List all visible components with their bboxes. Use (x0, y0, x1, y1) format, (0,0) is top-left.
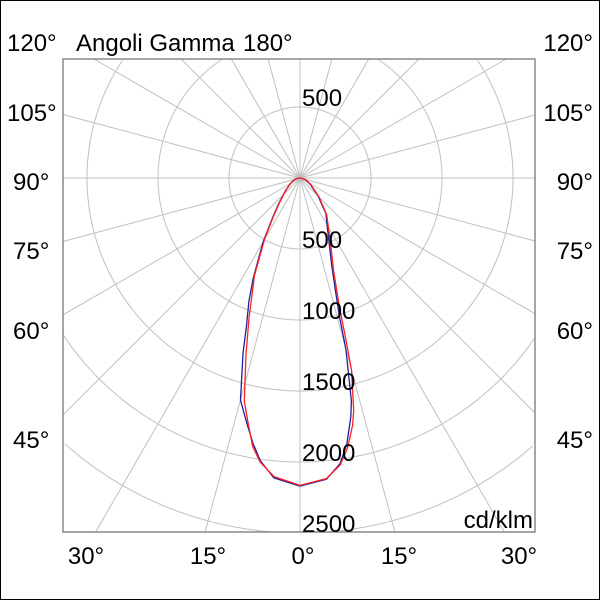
angle-label-right-75: 75° (557, 238, 593, 265)
angle-label-left-120: 120° (7, 30, 57, 57)
radial-label-1000: 1000 (302, 298, 355, 325)
radial-label-1500: 1500 (302, 369, 355, 396)
angle-label-left-105: 105° (7, 100, 57, 127)
grid-spoke-195 (267, 58, 301, 179)
grid-ring-1500 (86, 60, 514, 392)
angle-label-bottom-30-left: 30° (68, 543, 104, 570)
angle-label-left-60: 60° (13, 318, 49, 345)
angle-label-right-90: 90° (557, 169, 593, 196)
angle-label-right-60: 60° (557, 318, 593, 345)
unit-label: cd/klm (464, 507, 533, 534)
grid-spoke-30 (299, 177, 505, 533)
angle-label-right-120: 120° (543, 30, 593, 57)
grid-spoke-60 (299, 177, 536, 315)
grid-spoke-150 (299, 58, 370, 179)
grid-ring-1000 (157, 59, 443, 321)
angle-label-right-45: 45° (557, 427, 593, 454)
grid-spoke-135 (299, 58, 420, 179)
grid-spoke-285 (62, 177, 301, 242)
grid-spoke-330 (95, 177, 301, 533)
grid (62, 58, 536, 533)
radial-label-2000: 2000 (302, 440, 355, 467)
series-curve-2 (243, 177, 355, 487)
angle-label-bottom-15-right: 15° (381, 543, 417, 570)
grid-spoke-255 (62, 114, 301, 179)
grid-spoke-75 (299, 177, 536, 242)
radial-label-2500: 2500 (302, 511, 355, 538)
grid-spoke-105 (299, 114, 536, 179)
radial-label-500: 500 (302, 227, 342, 254)
grid-spoke-345 (204, 177, 301, 533)
chart-title: Angoli Gamma (76, 30, 235, 57)
grid-spoke-45 (299, 177, 536, 414)
angle-label-bottom-0: 0° (292, 543, 315, 570)
grid-spoke-240 (93, 58, 301, 179)
grid-spoke-225 (180, 58, 301, 179)
angle-label-left-75: 75° (13, 238, 49, 265)
grid-spoke-120 (299, 58, 507, 179)
curves (239, 177, 355, 487)
angle-label-left-45: 45° (13, 427, 49, 454)
angle-label-bottom-30-right: 30° (501, 543, 537, 570)
grid-spoke-300 (62, 177, 301, 316)
grid-spoke-165 (299, 58, 333, 179)
angle-label-top-180: 180° (243, 30, 293, 57)
angle-label-left-90: 90° (13, 169, 49, 196)
grid-spoke-315 (62, 177, 301, 416)
grid-ring-2000 (62, 334, 535, 463)
grid-ring-2500 (64, 443, 534, 533)
grid-spoke-15 (299, 177, 396, 533)
angle-label-bottom-15-left: 15° (190, 543, 226, 570)
radial-label-500-top: 500 (302, 85, 342, 112)
grid-spoke-210 (230, 58, 301, 179)
plot-frame (62, 58, 536, 533)
angle-label-right-105: 105° (543, 100, 593, 127)
